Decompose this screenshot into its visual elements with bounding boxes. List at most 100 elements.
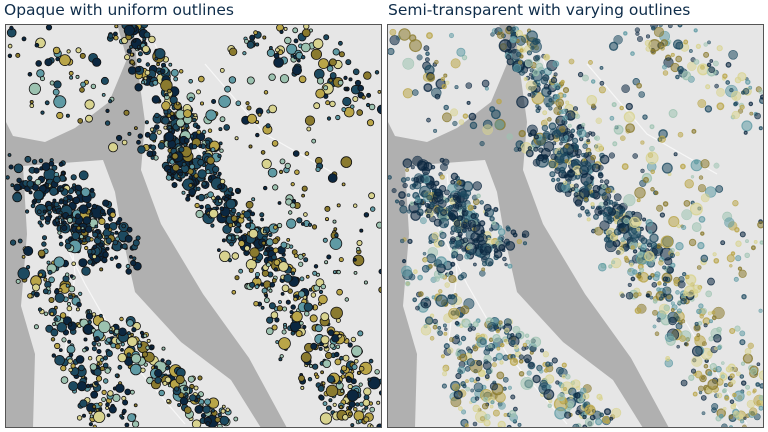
map-point bbox=[466, 358, 475, 367]
map-point bbox=[443, 73, 448, 78]
map-point bbox=[347, 342, 353, 348]
map-point bbox=[712, 252, 717, 257]
map-point bbox=[688, 374, 695, 381]
map-point bbox=[12, 192, 23, 203]
map-point bbox=[338, 404, 344, 409]
map-point bbox=[467, 227, 472, 232]
map-point bbox=[681, 319, 686, 324]
map-point bbox=[143, 362, 148, 367]
map-point bbox=[169, 115, 176, 121]
map-point bbox=[72, 183, 77, 188]
map-point bbox=[320, 283, 326, 290]
map-point bbox=[127, 336, 138, 347]
map-point bbox=[594, 143, 604, 152]
map-point bbox=[143, 333, 148, 338]
map-point bbox=[615, 250, 621, 255]
map-point bbox=[642, 114, 648, 120]
map-point bbox=[629, 216, 641, 228]
map-point bbox=[78, 364, 85, 372]
map-point bbox=[491, 220, 496, 226]
map-point bbox=[609, 115, 615, 121]
map-point bbox=[575, 409, 581, 416]
map-point bbox=[260, 282, 265, 287]
map-point bbox=[707, 40, 711, 45]
map-point bbox=[219, 148, 224, 153]
map-point bbox=[636, 227, 641, 232]
map-point bbox=[649, 295, 654, 300]
map-point bbox=[597, 164, 604, 171]
map-point bbox=[587, 151, 592, 156]
map-point bbox=[53, 95, 67, 109]
map-point bbox=[204, 398, 211, 406]
map-point bbox=[195, 89, 201, 95]
map-point bbox=[529, 91, 536, 98]
map-point bbox=[519, 69, 525, 76]
map-point bbox=[137, 133, 143, 139]
map-point bbox=[141, 351, 148, 358]
map-point bbox=[457, 274, 465, 281]
map-point bbox=[658, 260, 664, 266]
map-point bbox=[448, 213, 454, 218]
map-point bbox=[90, 83, 97, 90]
map-point bbox=[273, 225, 278, 230]
map-point bbox=[63, 196, 69, 202]
map-point bbox=[227, 235, 233, 241]
map-point bbox=[303, 257, 309, 263]
map-point bbox=[667, 266, 674, 274]
map-point bbox=[663, 57, 674, 68]
map-point bbox=[42, 288, 49, 295]
map-point bbox=[483, 203, 492, 212]
map-point bbox=[698, 216, 706, 223]
map-point bbox=[318, 289, 324, 294]
map-point bbox=[33, 291, 40, 298]
map-point bbox=[75, 74, 80, 79]
map-point bbox=[136, 58, 142, 63]
map-point bbox=[276, 222, 283, 229]
map-point bbox=[127, 131, 132, 136]
map-point bbox=[522, 342, 528, 348]
map-point bbox=[517, 422, 522, 427]
map-point bbox=[219, 68, 225, 73]
map-point bbox=[132, 38, 137, 43]
map-point bbox=[133, 126, 138, 130]
map-point bbox=[637, 292, 642, 297]
map-point bbox=[97, 233, 102, 238]
map-point bbox=[411, 89, 419, 96]
map-point bbox=[550, 153, 557, 160]
map-point bbox=[453, 220, 461, 227]
map-point bbox=[272, 247, 279, 254]
map-point bbox=[679, 335, 686, 342]
map-point bbox=[265, 327, 274, 336]
map-point bbox=[223, 124, 231, 131]
map-point bbox=[675, 251, 680, 257]
map-point bbox=[528, 72, 533, 77]
map-point bbox=[660, 312, 665, 318]
map-point bbox=[171, 181, 178, 188]
map-point bbox=[405, 176, 411, 182]
map-point bbox=[675, 55, 683, 63]
map-point bbox=[105, 402, 110, 407]
map-point bbox=[439, 231, 447, 239]
map-point bbox=[313, 102, 321, 110]
map-point bbox=[341, 107, 347, 112]
map-point bbox=[85, 312, 94, 320]
map-point bbox=[48, 296, 55, 303]
map-point bbox=[366, 119, 375, 127]
map-point bbox=[447, 294, 458, 305]
map-point bbox=[469, 249, 475, 255]
map-point bbox=[574, 187, 579, 193]
map-point bbox=[175, 374, 185, 385]
map-point bbox=[88, 422, 94, 427]
map-point bbox=[526, 30, 538, 43]
map-point bbox=[434, 59, 439, 65]
map-point bbox=[368, 192, 376, 200]
map-point bbox=[218, 95, 231, 108]
map-point bbox=[739, 374, 745, 379]
map-point bbox=[554, 93, 560, 100]
map-point bbox=[257, 112, 262, 117]
map-point bbox=[588, 59, 593, 65]
map-point bbox=[31, 159, 38, 165]
map-point bbox=[197, 169, 207, 179]
map-point bbox=[332, 402, 337, 407]
map-point bbox=[525, 339, 531, 345]
